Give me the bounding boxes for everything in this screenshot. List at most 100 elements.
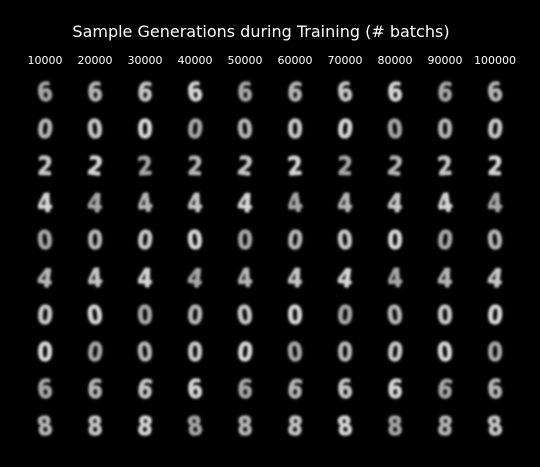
generated-digit: 8: [236, 412, 254, 443]
generated-digit: 0: [435, 337, 455, 369]
sample-cell: 0: [20, 223, 70, 260]
generated-digit: 6: [285, 374, 305, 407]
generated-digit: 0: [87, 226, 103, 257]
generated-digit: 6: [185, 76, 205, 109]
generated-digit: 2: [136, 151, 154, 183]
generated-digit: 0: [85, 337, 105, 369]
generated-digit: 2: [186, 151, 204, 183]
generated-digit: 0: [135, 337, 155, 369]
sample-cell: 2: [270, 148, 320, 185]
column-label: 100000: [474, 54, 516, 67]
generated-digit: 0: [235, 114, 255, 146]
generated-digit: 0: [436, 300, 454, 332]
sample-cell: 2: [320, 148, 370, 185]
sample-cell: 0: [420, 297, 470, 334]
sample-cell: 8: [220, 409, 270, 446]
sample-cell: 0: [220, 334, 270, 371]
generated-digit: 0: [135, 225, 155, 258]
sample-cell: 0: [70, 223, 120, 260]
sample-cell: 0: [270, 334, 320, 371]
sample-cell: 4: [420, 186, 470, 223]
sample-cell: 8: [120, 409, 170, 446]
column-label: 50000: [227, 54, 263, 67]
generated-digit: 4: [86, 263, 104, 295]
generated-digit: 0: [137, 114, 153, 145]
sample-cell: 6: [20, 74, 70, 111]
sample-cell: 8: [470, 409, 520, 446]
sample-cell: 4: [320, 260, 370, 297]
sample-cell: 4: [420, 260, 470, 297]
sample-cell: 2: [70, 148, 120, 185]
sample-cell: 4: [120, 260, 170, 297]
generated-digit: 4: [335, 262, 355, 295]
sample-cell: 4: [170, 186, 220, 223]
generated-digit: 6: [286, 77, 304, 109]
sample-cell: 6: [470, 74, 520, 111]
generated-digit: 0: [37, 337, 53, 368]
generated-digit: 2: [85, 151, 105, 183]
generated-digit: 8: [485, 411, 505, 444]
sample-cell: 0: [270, 223, 320, 260]
sample-cell: 2: [170, 148, 220, 185]
figure-title: Sample Generations during Training (# ba…: [72, 22, 450, 41]
generated-digit: 0: [136, 300, 154, 332]
sample-cell: 0: [20, 334, 70, 371]
sample-cell: 6: [470, 372, 520, 409]
generated-digit: 4: [236, 263, 254, 295]
sample-cell: 6: [120, 74, 170, 111]
generated-digit: 2: [36, 151, 54, 183]
generated-digit: 6: [485, 76, 505, 109]
generated-digit: 2: [486, 151, 504, 183]
sample-cell: 4: [70, 186, 120, 223]
generated-digit: 0: [235, 299, 255, 332]
generated-digit: 4: [386, 188, 404, 220]
generated-digit: 0: [485, 114, 505, 146]
generated-digit: 6: [336, 374, 354, 406]
generated-digit: 8: [286, 411, 304, 443]
sample-cell: 0: [70, 111, 120, 148]
sample-cell: 6: [270, 372, 320, 409]
generated-digit: 0: [387, 226, 403, 257]
generated-digit: 6: [86, 77, 104, 108]
generated-digit: 8: [335, 411, 355, 444]
sample-cell: 0: [70, 334, 120, 371]
generated-digit: 0: [435, 225, 455, 258]
sample-cell: 2: [120, 148, 170, 185]
sample-cell: 0: [370, 223, 420, 260]
generated-digit: 8: [436, 411, 454, 443]
column-label: 90000: [427, 54, 463, 67]
generated-digit: 6: [36, 374, 54, 406]
generated-digit: 4: [136, 263, 154, 294]
sample-cell: 8: [420, 409, 470, 446]
sample-cell: 0: [370, 334, 420, 371]
sample-cell: 4: [370, 186, 420, 223]
generated-digit: 2: [436, 151, 454, 183]
sample-cell: 0: [120, 297, 170, 334]
sample-cell: 4: [370, 260, 420, 297]
generated-digit: 6: [335, 76, 355, 109]
generated-digit: 2: [336, 151, 354, 183]
sample-cell: 0: [170, 111, 220, 148]
sample-cell: 8: [70, 409, 120, 446]
generated-digit: 0: [285, 337, 305, 369]
generated-digit: 0: [485, 225, 505, 258]
generated-digit: 0: [335, 225, 355, 258]
sample-cell: 4: [120, 186, 170, 223]
generated-digit: 8: [86, 412, 104, 443]
sample-cell: 6: [220, 372, 270, 409]
sample-cell: 0: [470, 223, 520, 260]
sample-cell: 0: [470, 297, 520, 334]
sample-cell: 8: [370, 409, 420, 446]
sample-cell: 0: [420, 334, 470, 371]
generated-digit: 2: [286, 151, 304, 183]
generated-digit: 4: [286, 263, 304, 294]
generated-digit: 6: [386, 77, 404, 108]
sample-cell: 6: [370, 372, 420, 409]
sample-cell: 0: [220, 223, 270, 260]
sample-cell: 6: [70, 372, 120, 409]
sample-cell: 0: [320, 223, 370, 260]
sample-cell: 4: [170, 260, 220, 297]
column-label: 60000: [277, 54, 313, 67]
sample-cell: 0: [320, 111, 370, 148]
